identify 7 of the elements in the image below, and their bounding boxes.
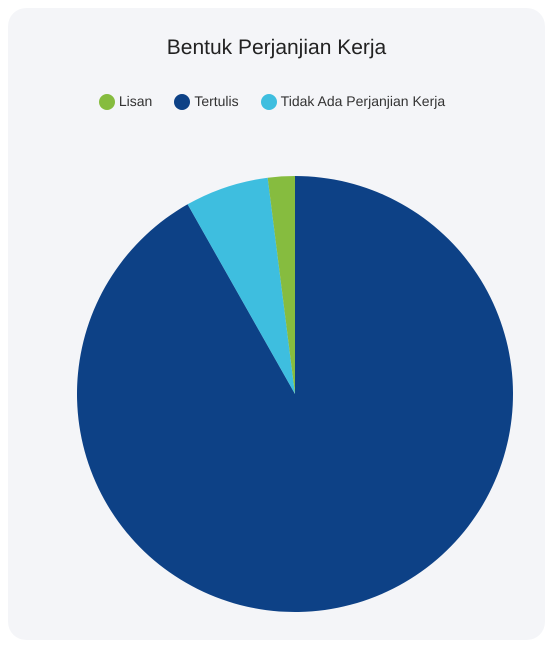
pie-slice [268, 176, 295, 394]
pie-slice [77, 176, 513, 612]
pie-slice [188, 178, 295, 394]
legend-label: Tidak Ada Perjanjian Kerja [280, 93, 446, 109]
legend-label: Tertulis [194, 93, 239, 109]
legend-label: Lisan [118, 93, 152, 109]
chart-title: Bentuk Perjanjian Kerja [166, 36, 388, 60]
